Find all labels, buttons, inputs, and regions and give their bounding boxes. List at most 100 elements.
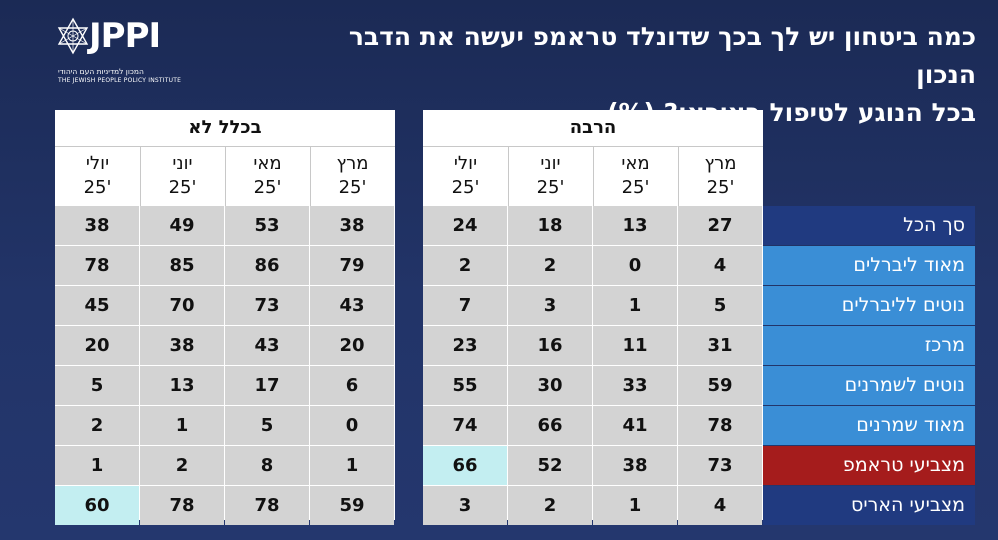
row-label: מרכז <box>763 326 975 365</box>
month-year: '25 <box>140 176 225 200</box>
row-label: נוטים לליברלים <box>763 286 975 325</box>
month-year: '25 <box>508 176 593 200</box>
month-header-harbe-2: יוני '25 <box>508 152 593 200</box>
table-cell: 52 <box>508 446 592 485</box>
table-cell: 20 <box>310 326 394 365</box>
table-cell: 1 <box>310 446 394 485</box>
table-cell: 5 <box>55 366 139 405</box>
table-cell: 86 <box>225 246 309 285</box>
table-cell: 73 <box>678 446 762 485</box>
table-cell: 78 <box>678 406 762 445</box>
month-name: יוני <box>508 152 593 176</box>
table-cell: 2 <box>423 246 507 285</box>
month-divider <box>310 146 311 211</box>
month-divider <box>593 146 594 211</box>
month-header-harbe-0: מרץ '25 <box>678 152 763 200</box>
table-cell: 66 <box>508 406 592 445</box>
row-label: מאוד שמרנים <box>763 406 975 445</box>
table-cell: 38 <box>140 326 224 365</box>
table-cell: 30 <box>508 366 592 405</box>
month-year: '25 <box>225 176 310 200</box>
table-cell: 2 <box>55 406 139 445</box>
table-cell: 20 <box>55 326 139 365</box>
table-cell: 11 <box>593 326 677 365</box>
table-cell: 66 <box>423 446 507 485</box>
row-label: מצביעי האריס <box>763 486 975 525</box>
table-cell: 43 <box>225 326 309 365</box>
row-label: נוטים לשמרנים <box>763 366 975 405</box>
star-of-david-icon <box>56 16 90 56</box>
table-cell: 41 <box>593 406 677 445</box>
table-cell: 74 <box>423 406 507 445</box>
table-cell: 59 <box>678 366 762 405</box>
month-header-harbe-1: מאי '25 <box>593 152 678 200</box>
table-cell: 0 <box>310 406 394 445</box>
table-cell: 27 <box>678 206 762 245</box>
month-name: יוני <box>140 152 225 176</box>
month-header-bikhlal_lo-3: יולי '25 <box>55 152 140 200</box>
table-cell: 17 <box>225 366 309 405</box>
month-name: מרץ <box>678 152 763 176</box>
table-cell: 7 <box>423 286 507 325</box>
month-header-harbe-3: יולי '25 <box>423 152 508 200</box>
logo-subtitle-en: THE JEWISH PEOPLE POLICY INSTITUTE <box>58 77 181 84</box>
table-cell: 33 <box>593 366 677 405</box>
table-cell: 13 <box>140 366 224 405</box>
month-name: מאי <box>593 152 678 176</box>
table-cell: 6 <box>310 366 394 405</box>
table-cell: 60 <box>55 486 139 525</box>
month-header-bikhlal_lo-1: מאי '25 <box>225 152 310 200</box>
table-cell: 78 <box>225 486 309 525</box>
month-year: '25 <box>678 176 763 200</box>
month-name: יולי <box>55 152 140 176</box>
month-header-bikhlal_lo-0: מרץ '25 <box>310 152 395 200</box>
month-divider <box>225 146 226 211</box>
table-cell: 13 <box>593 206 677 245</box>
table-cell: 1 <box>593 486 677 525</box>
row-label: מאוד ליברלים <box>763 246 975 285</box>
month-divider <box>678 146 679 211</box>
table-cell: 49 <box>140 206 224 245</box>
table-cell: 8 <box>225 446 309 485</box>
table-cell: 38 <box>55 206 139 245</box>
table-cell: 38 <box>593 446 677 485</box>
logo-brand: JPPI <box>89 16 160 56</box>
group-header-bikhlal-lo: בכלל לא <box>55 110 395 147</box>
table-cell: 18 <box>508 206 592 245</box>
table-cell: 4 <box>678 246 762 285</box>
table-cell: 73 <box>225 286 309 325</box>
table-cell: 38 <box>310 206 394 245</box>
table-cell: 23 <box>423 326 507 365</box>
logo-subtitle-he: המכון למדיניות העם היהודי <box>58 67 144 76</box>
title-line-1: כמה ביטחון יש לך בכך שדונלד טראמפ יעשה א… <box>336 18 976 94</box>
table-cell: 2 <box>508 486 592 525</box>
table-cell: 5 <box>678 286 762 325</box>
row-label: סך הכל <box>763 206 975 245</box>
group-header-harbe: הרבה <box>423 110 763 147</box>
table-cell: 1 <box>593 286 677 325</box>
table-cell: 0 <box>593 246 677 285</box>
month-header-bikhlal_lo-2: יוני '25 <box>140 152 225 200</box>
table-cell: 45 <box>55 286 139 325</box>
table-cell: 43 <box>310 286 394 325</box>
table-cell: 16 <box>508 326 592 365</box>
month-year: '25 <box>593 176 678 200</box>
month-name: מרץ <box>310 152 395 176</box>
month-year: '25 <box>55 176 140 200</box>
jppi-logo: JPPI המכון למדיניות העם היהודי THE JEWIS… <box>56 16 176 86</box>
month-name: יולי <box>423 152 508 176</box>
table-cell: 3 <box>423 486 507 525</box>
table-cell: 3 <box>508 286 592 325</box>
table-cell: 78 <box>55 246 139 285</box>
table-cell: 5 <box>225 406 309 445</box>
month-year: '25 <box>310 176 395 200</box>
table-cell: 2 <box>140 446 224 485</box>
table-cell: 4 <box>678 486 762 525</box>
month-name: מאי <box>225 152 310 176</box>
table-cell: 78 <box>140 486 224 525</box>
table-cell: 55 <box>423 366 507 405</box>
table-cell: 59 <box>310 486 394 525</box>
table-cell: 31 <box>678 326 762 365</box>
row-label: מצביעי טראמפ <box>763 446 975 485</box>
table-cell: 70 <box>140 286 224 325</box>
